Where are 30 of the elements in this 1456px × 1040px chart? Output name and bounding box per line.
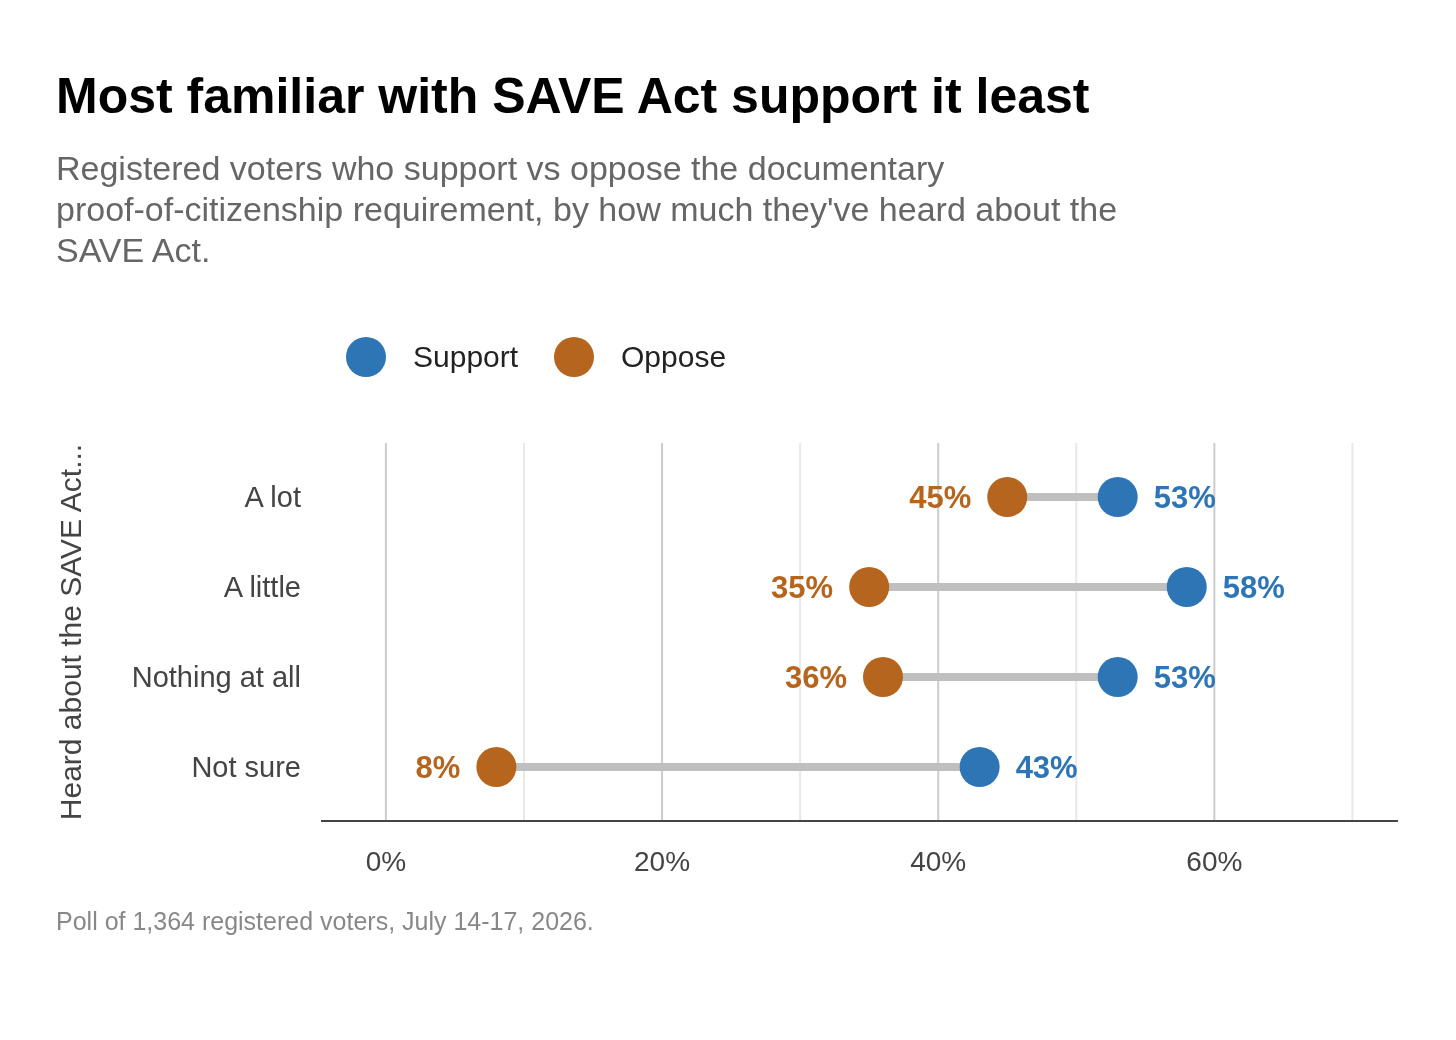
data-label: 8%	[415, 750, 461, 785]
x-tick-label: 20%	[634, 846, 691, 877]
point	[959, 747, 1000, 787]
y-axis-title: Heard about the SAVE Act...	[54, 443, 87, 821]
chart-title: Most familiar with SAVE Act support it least	[56, 68, 1090, 124]
y-tick-label: A lot	[244, 481, 301, 513]
y-tick-label: A little	[223, 571, 301, 603]
x-tick-label: 40%	[910, 846, 967, 877]
data-label: 58%	[1222, 570, 1285, 605]
point	[1097, 657, 1138, 697]
chart-subtitle: Registered voters who support vs oppose the documentary proof-of-citizenship requirement, by how much they've heard about the SAVE Act.	[56, 149, 1118, 269]
legend-label: Support	[413, 340, 519, 373]
y-tick-label: Nothing at all	[131, 661, 301, 693]
point	[849, 567, 890, 607]
data-label: 36%	[784, 660, 847, 695]
x-tick-label: 60%	[1186, 846, 1243, 877]
point	[1097, 477, 1138, 517]
point	[1166, 567, 1207, 607]
data-label: 45%	[909, 480, 972, 515]
text: Poll of 1,364 registered voters, July 14-17, 2026.	[56, 907, 594, 935]
point	[476, 747, 517, 787]
data-label: 53%	[1153, 660, 1216, 695]
point	[987, 477, 1028, 517]
point	[862, 657, 903, 697]
x-tick-label: 0%	[365, 846, 407, 877]
data-label: 53%	[1153, 480, 1216, 515]
data-label: 43%	[1015, 750, 1078, 785]
y-tick-label: Not sure	[191, 751, 301, 783]
legend-label: Oppose	[621, 340, 727, 373]
data-label: 35%	[771, 570, 834, 605]
